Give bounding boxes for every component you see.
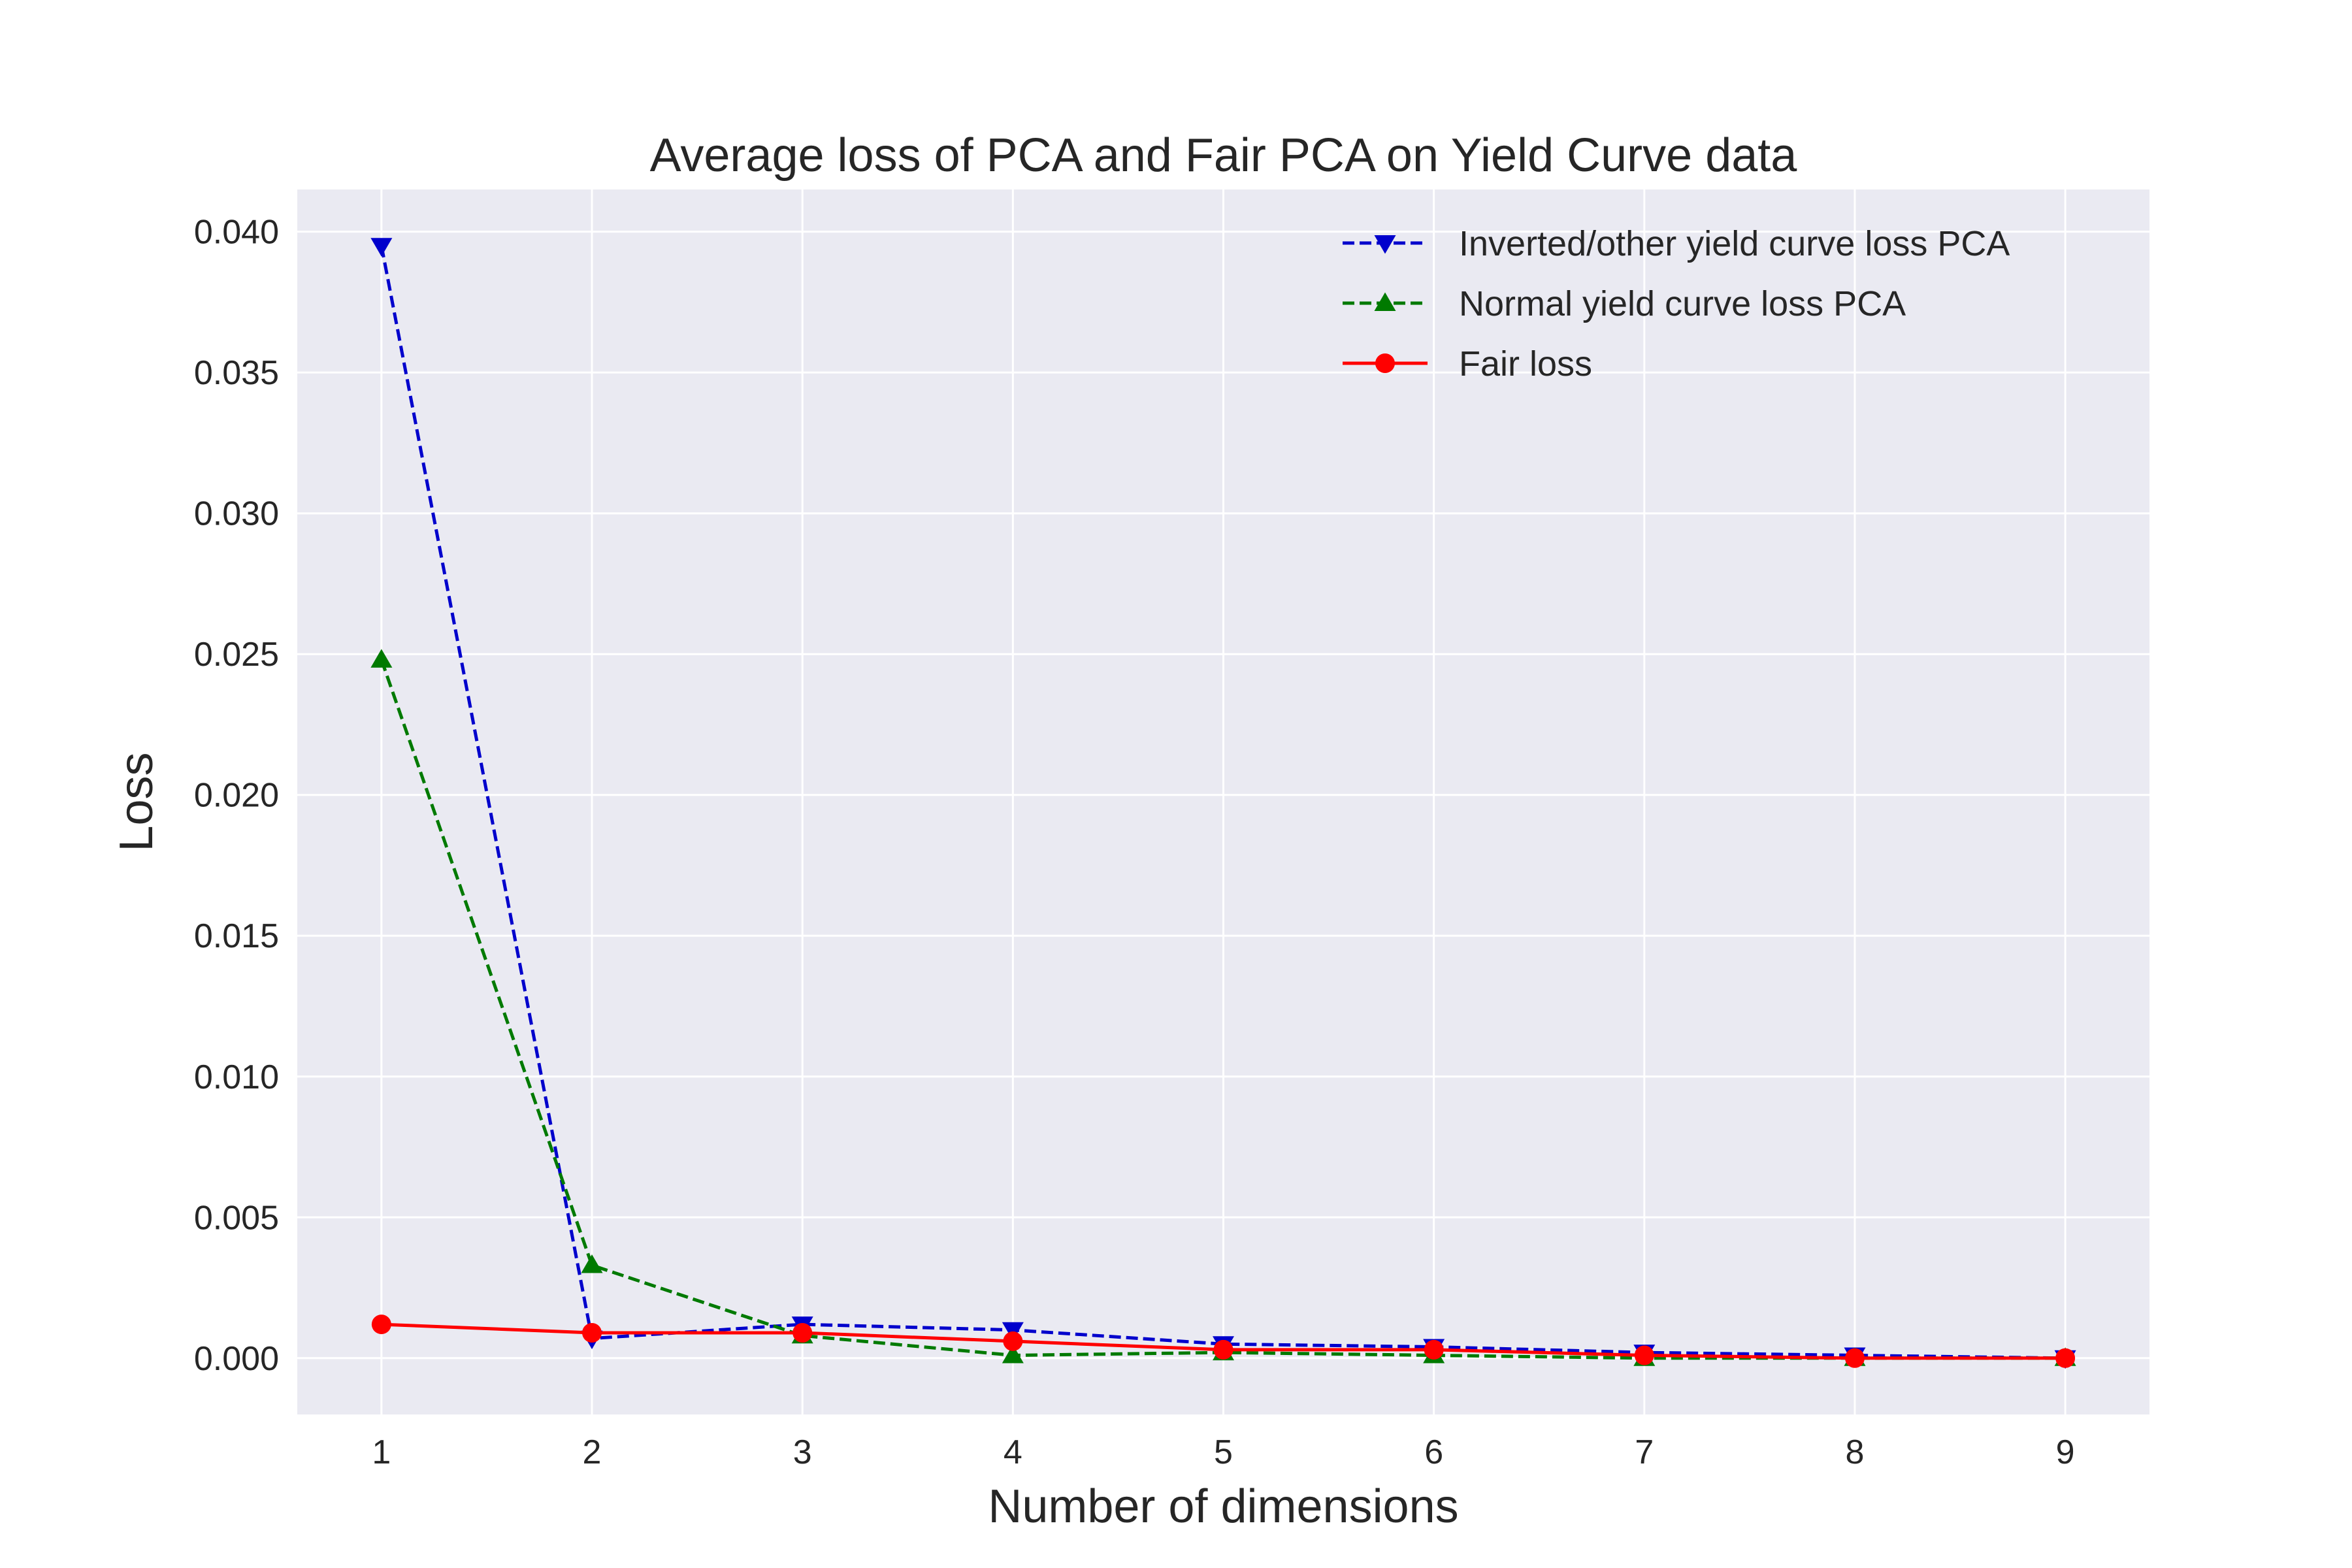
y-tick-label: 0.015 (194, 917, 279, 955)
legend-marker (1374, 292, 1396, 311)
y-tick-label: 0.035 (194, 354, 279, 392)
data-point (371, 1315, 391, 1335)
data-point (582, 1323, 602, 1343)
x-tick-label: 6 (1424, 1433, 1443, 1471)
data-point (581, 1254, 603, 1273)
data-point (1213, 1339, 1233, 1360)
chart-title: Average loss of PCA and Fair PCA on Yiel… (650, 129, 1798, 182)
x-tick-label: 2 (583, 1433, 602, 1471)
data-point (1003, 1331, 1023, 1351)
x-tick-label: 8 (1846, 1433, 1865, 1471)
data-point (2055, 1348, 2076, 1368)
data-point (370, 649, 393, 668)
legend-label: Normal yield curve loss PCA (1459, 284, 1906, 323)
data-point (1844, 1348, 1865, 1368)
tick-labels: 0.000 0.005 0.010 0.015 0.020 0.025 0.030 0.035… (194, 214, 2075, 1471)
data-point (1002, 1344, 1024, 1364)
legend-item: Inverted/other yield curve loss PCA (1343, 224, 2010, 263)
data-point (370, 238, 393, 257)
legend-item: Fair loss (1343, 344, 1592, 384)
series-3 (371, 1315, 2076, 1368)
grid-lines (297, 189, 2149, 1414)
x-tick-label: 4 (1004, 1433, 1022, 1471)
x-tick-label: 3 (793, 1433, 812, 1471)
series-layer (370, 238, 2076, 1369)
data-point (1634, 1345, 1654, 1365)
y-axis-label: Loss (110, 752, 163, 851)
legend: Inverted/other yield curve loss PCA Norma… (1343, 224, 2010, 384)
legend-item: Normal yield curve loss PCA (1343, 284, 1906, 323)
y-tick-label: 0.020 (194, 777, 279, 815)
legend-marker (1374, 235, 1396, 254)
x-tick-label: 1 (372, 1433, 391, 1471)
legend-label: Inverted/other yield curve loss PCA (1459, 224, 2010, 263)
y-tick-label: 0.025 (194, 636, 279, 674)
legend-label: Fair loss (1459, 344, 1592, 384)
x-tick-label: 9 (2056, 1433, 2075, 1471)
y-tick-label: 0.005 (194, 1199, 279, 1237)
y-tick-label: 0.030 (194, 495, 279, 533)
x-tick-label: 7 (1635, 1433, 1654, 1471)
legend-marker (1375, 353, 1395, 373)
y-tick-label: 0.040 (194, 214, 279, 252)
x-axis-label: Number of dimensions (988, 1480, 1458, 1533)
data-point (1424, 1339, 1444, 1360)
y-tick-label: 0.010 (194, 1058, 279, 1096)
data-point (792, 1323, 813, 1343)
x-tick-label: 5 (1214, 1433, 1233, 1471)
y-tick-label: 0.000 (194, 1340, 279, 1378)
